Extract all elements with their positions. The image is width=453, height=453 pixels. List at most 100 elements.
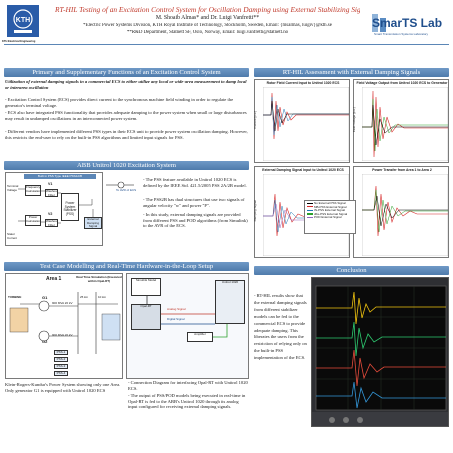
g2-label: G2 xyxy=(42,339,48,344)
unitrol-block: Unitrol 1020 xyxy=(215,280,245,324)
plot-area xyxy=(263,87,349,161)
plot-y-label: Damping Signal xyxy=(253,200,258,222)
conclusion-text: - RT-HIL results show that the external … xyxy=(254,293,307,361)
plot-panel: Field Voltage Output from Unitrol 1020 E… xyxy=(352,79,449,163)
external-signal-block: External Damping Signal xyxy=(84,217,102,229)
legend-swatch xyxy=(307,209,313,211)
smarts-logo-subtitle: Smart Transmission Systems Laboratory xyxy=(374,32,429,36)
test-bullet: - Connection Diagram for interfacing Opa… xyxy=(128,380,248,391)
g1-rating: 900 MVA 20 kV xyxy=(52,301,73,305)
legend-swatch xyxy=(307,206,313,208)
plot-title: Field Voltage Output from Unitrol 1020 E… xyxy=(356,81,448,85)
simulink-model-block: Simulink Model xyxy=(131,278,161,296)
frequency-calc-block: Frequency Calculation xyxy=(25,185,41,196)
plot-y-label: Current [p.u.] xyxy=(253,111,258,129)
abb-bullet: - The PSS2B has dual structures that use… xyxy=(143,197,245,208)
poster-title: RT-HIL Testing of an Excitation Control … xyxy=(55,6,360,14)
stator-current-label: Stator Current xyxy=(7,232,18,240)
smarts-logo-mark-icon xyxy=(372,14,386,32)
legend-entry: IN-PSS External Signal xyxy=(307,208,353,213)
plot-title: Power Transfer from Area 1 to Area 2 xyxy=(372,168,432,172)
kth-logo: KTH xyxy=(6,4,40,38)
kth-caption: KTH Electrical Engineering xyxy=(2,40,36,43)
opal-rt-block: Opal-RT xyxy=(131,304,161,330)
header-rule xyxy=(4,44,449,45)
washout-filter-block: Washout Filter xyxy=(45,219,58,227)
analog-signal-label: Analog Signal xyxy=(167,307,186,311)
legend-swatch xyxy=(307,213,313,215)
rts-label: Real Time Simulation (Executed within Op… xyxy=(76,275,122,283)
legend-label: No External PSS Signal xyxy=(314,201,346,205)
summing-junction-icon xyxy=(106,181,134,189)
pss-core-block: Power System Stabilizer (PSS) xyxy=(61,193,79,221)
plot-y-label: Field Voltage [p.u.] xyxy=(352,107,357,133)
smarts-logo: SmarTS Lab Smart Transmission Systems La… xyxy=(368,10,450,42)
pss-diagram-wires xyxy=(18,188,94,224)
oscilloscope-photo-icon xyxy=(312,278,448,426)
legend-label: dFe-PSS External Signal xyxy=(314,211,348,216)
affiliation-1: *Electric Power Systems Division, KTH Ro… xyxy=(83,23,332,28)
section-header-conclusion: Conclusion xyxy=(254,266,449,275)
area-1-label: Area 1 xyxy=(46,276,62,282)
g2-rating: 900 MVA 20 kV xyxy=(52,333,73,337)
section-header-primary: Primary and Supplementary Functions of a… xyxy=(4,68,249,77)
poster-authors: M. Shoaib Almas* and Dr. Luigi Vanfretti… xyxy=(155,15,260,21)
primary-bullet: - ECS also have integrated PSS functiona… xyxy=(5,110,247,121)
g1-label: G1 xyxy=(42,295,48,300)
pss-diagram-title: Built in PSS Type IEEE PSS2A/B xyxy=(24,174,96,179)
load-icon xyxy=(101,313,121,341)
v2-label: V2 xyxy=(48,212,53,216)
primary-bullet: - Different vendors have implemented dif… xyxy=(5,129,248,140)
section-header-abb: ABB Unitrol 1020 Excitation System xyxy=(4,161,249,170)
legend-entry: No External PSS Signal xyxy=(307,201,353,206)
plot-panel: Rotor Field Current Input to Unitrol 102… xyxy=(253,79,350,163)
smarts-logo-text: SmarTS Lab xyxy=(372,16,443,30)
bus-label: 10 km xyxy=(98,295,107,299)
digital-signal-label: Digital Signal xyxy=(167,317,185,321)
power-calc-block: Power Calculation xyxy=(25,215,41,226)
bus-label: 25 km xyxy=(80,295,89,299)
plot-legend: No External PSS Signal MB-PSS External S… xyxy=(304,200,356,234)
legend-label: MB-PSS External Signal xyxy=(314,204,347,209)
avr-summing-diagram: To AVR of ECS xyxy=(104,175,140,205)
turbine-icon xyxy=(9,307,29,333)
amplifier-block: Amplifier xyxy=(187,332,213,342)
lab-photo xyxy=(311,277,449,427)
plot-area xyxy=(362,87,448,161)
terminal-voltage-label: Terminal Voltage xyxy=(7,184,19,192)
abb-bullet: - The PSS feature available in Unitrol 1… xyxy=(143,177,247,188)
kundur-one-line xyxy=(9,292,121,354)
primary-lead: Utilization of external damping signals … xyxy=(5,79,247,90)
kth-emblem-icon: KTH xyxy=(7,5,39,37)
legend-label: IN-PSS External Signal xyxy=(314,208,346,213)
section-header-assess: RT-HIL Assessment with External Damping … xyxy=(254,68,449,77)
turbine-label: TURBINE xyxy=(8,295,22,299)
plot-title: Rotor Field Current Input to Unitrol 102… xyxy=(266,81,340,85)
kundur-caption: Klein-Rogers-Kundur's Power System showi… xyxy=(5,382,121,393)
to-avr-label: To AVR of ECS xyxy=(116,188,137,192)
pss-block-diagram: Built in PSS Type IEEE PSS2A/B Terminal … xyxy=(5,172,103,246)
svg-text:KTH: KTH xyxy=(16,17,30,24)
hw-connection-wires xyxy=(146,296,228,338)
washout-filter-block: Washout Filter xyxy=(45,189,58,197)
legend-entry: dFe-PSS External Signal xyxy=(307,211,353,217)
legend-swatch xyxy=(307,216,313,219)
pss-label: PSS-1 xyxy=(54,350,68,355)
legend-swatch xyxy=(307,202,313,204)
section-header-test: Test Case Modelling and Real-Time Hardwa… xyxy=(4,262,249,271)
plot-panel: Power Transfer from Area 1 to Area 2 Pow… xyxy=(352,166,449,258)
primary-bullet: - Excitation Control System (ECS) provid… xyxy=(5,97,234,108)
legend-entry: MB-PSS External Signal xyxy=(307,204,353,210)
affiliation-2: **R&D Department, Statnett SF, Oslo, Nor… xyxy=(126,30,289,35)
v1-label: V1 xyxy=(48,182,53,186)
hardware-setup-diagram: Simulink Model Opal-RT Unitrol 1020 Ampl… xyxy=(126,273,249,379)
plot-area xyxy=(362,174,448,256)
plot-title: External Damping Signal Input to Unitrol… xyxy=(262,168,344,172)
legend-entry: POD External Signal xyxy=(307,216,353,220)
abb-bullet: - In this study, external damping signal… xyxy=(143,212,248,228)
test-bullet: - The output of PSS/POD models being exe… xyxy=(128,393,246,409)
legend-label: POD External Signal xyxy=(314,215,342,220)
pss-label: PSS-3 xyxy=(54,364,68,369)
pss-label: PSS-4 xyxy=(54,371,68,376)
pss-label: PSS-2 xyxy=(54,357,68,362)
